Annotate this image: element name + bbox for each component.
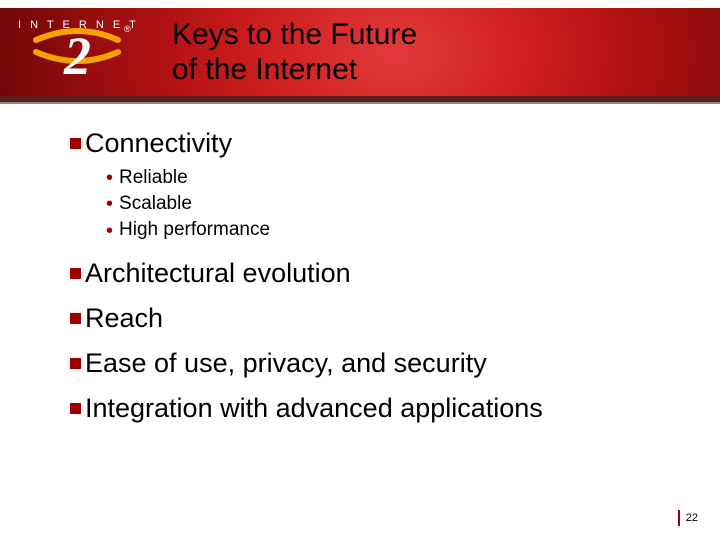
- section-head: Architectural evolution: [70, 258, 670, 289]
- section-head: Ease of use, privacy, and security: [70, 348, 670, 379]
- section-ease: Ease of use, privacy, and security: [70, 348, 670, 379]
- title-line-2: of the Internet: [172, 52, 692, 87]
- section-head: Connectivity: [70, 128, 670, 159]
- section-integration: Integration with advanced applications: [70, 393, 670, 424]
- sub-label: Scalable: [119, 191, 192, 217]
- header-rule: [0, 102, 720, 104]
- section-head: Reach: [70, 303, 670, 334]
- title-line-1: Keys to the Future: [172, 17, 692, 52]
- list-item: • High performance: [106, 217, 670, 243]
- square-bullet-icon: [70, 358, 81, 369]
- sub-label: High performance: [119, 217, 270, 243]
- list-item: • Scalable: [106, 191, 670, 217]
- svg-text:2: 2: [63, 26, 91, 86]
- dot-bullet-icon: •: [106, 168, 113, 188]
- page-tick-icon: [678, 510, 680, 526]
- page-number-text: 22: [686, 512, 698, 524]
- slide-body: Connectivity • Reliable • Scalable • Hig…: [70, 128, 670, 438]
- section-label: Architectural evolution: [85, 258, 351, 289]
- section-label: Connectivity: [85, 128, 232, 159]
- sub-label: Reliable: [119, 165, 188, 191]
- section-head: Integration with advanced applications: [70, 393, 670, 424]
- sub-list: • Reliable • Scalable • High performance: [106, 165, 670, 244]
- page-number: 22: [678, 510, 698, 526]
- square-bullet-icon: [70, 268, 81, 279]
- square-bullet-icon: [70, 138, 81, 149]
- internet2-logo: I N T E R N E T 2 ®: [18, 14, 138, 88]
- dot-bullet-icon: •: [106, 194, 113, 214]
- dot-bullet-icon: •: [106, 221, 113, 241]
- section-reach: Reach: [70, 303, 670, 334]
- list-item: • Reliable: [106, 165, 670, 191]
- square-bullet-icon: [70, 313, 81, 324]
- section-connectivity: Connectivity • Reliable • Scalable • Hig…: [70, 128, 670, 244]
- section-label: Ease of use, privacy, and security: [85, 348, 487, 379]
- slide-title: Keys to the Future of the Internet: [172, 8, 692, 96]
- section-architectural: Architectural evolution: [70, 258, 670, 289]
- section-label: Reach: [85, 303, 163, 334]
- svg-text:®: ®: [124, 24, 131, 34]
- header: I N T E R N E T 2 ® Keys to the Future o…: [0, 0, 720, 104]
- square-bullet-icon: [70, 403, 81, 414]
- section-label: Integration with advanced applications: [85, 393, 543, 424]
- slide: I N T E R N E T 2 ® Keys to the Future o…: [0, 0, 720, 540]
